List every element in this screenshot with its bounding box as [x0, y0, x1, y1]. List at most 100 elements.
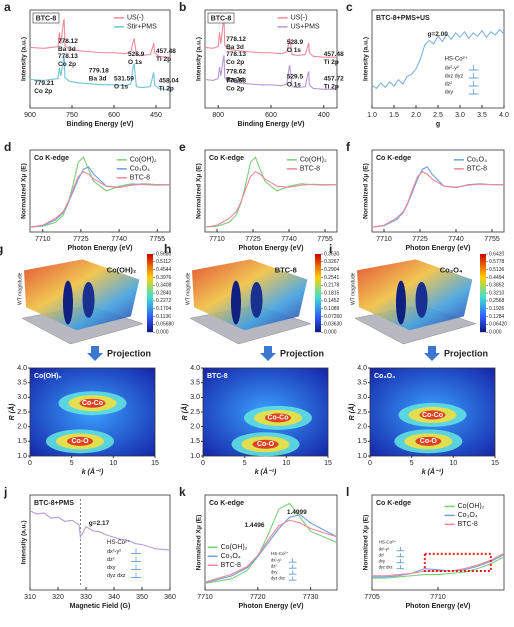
series-line	[371, 166, 504, 228]
feature-label: Co-O	[71, 438, 89, 445]
orbital-label: dyz dxz	[379, 564, 393, 569]
annotation: O 1s	[287, 81, 301, 88]
orbital-label: dz²	[107, 557, 115, 563]
plot-frame	[29, 494, 171, 591]
x-tick-label: 7705	[364, 594, 380, 601]
annotation: Ti 2p	[159, 85, 174, 92]
x-axis-label: Photon Energy (eV)	[406, 245, 471, 252]
contour-feature	[415, 436, 442, 446]
annotation: Ti 2p	[324, 59, 339, 66]
x-tick-label: 7710	[35, 236, 51, 243]
x-tick-label: 7740	[111, 236, 127, 243]
spin-label: HS-Co²⁺	[107, 539, 130, 546]
annotation: O 1s	[114, 83, 128, 90]
colorbar-tick-label: 0.2904	[324, 267, 340, 273]
plot-title: Co K-edge	[209, 500, 244, 507]
surface-well	[82, 281, 95, 318]
y-tick-label: 2.0	[357, 424, 367, 431]
y-tick-label: 4.0	[17, 365, 27, 372]
x-tick-label: 5	[70, 460, 74, 467]
legend-label: US(-)	[127, 15, 144, 22]
title-box	[32, 12, 60, 24]
plot-title: BTC-8	[211, 15, 232, 22]
y-tick-label: 1.0	[17, 453, 27, 460]
projection-arrow	[87, 346, 103, 361]
colorbar-tick-label: 0.1284	[489, 314, 505, 320]
y-axis-label: Normalized Xμ (E)	[363, 515, 370, 571]
plot-title: Co K-edge	[376, 500, 411, 507]
contour-feature	[419, 410, 446, 420]
x-tick-label: 400	[318, 112, 330, 119]
projection-arrow	[424, 346, 440, 361]
series-line	[204, 513, 338, 584]
colorbar-tick-label: 0.1926	[489, 306, 505, 312]
annotation: 1.4496	[245, 522, 265, 529]
x-axis-label: Photon Energy (eV)	[239, 245, 304, 252]
y-axis-label: Intensity (a.u.)	[21, 520, 28, 564]
x-tick-label: 7720	[250, 594, 266, 601]
series-line	[371, 28, 505, 90]
x-axis-label: k (Å⁻¹)	[255, 467, 277, 476]
y-tick-label: 2.0	[17, 424, 27, 431]
x-tick-label: 7725	[245, 236, 261, 243]
surface-well	[230, 280, 241, 325]
projection-label: Projection	[107, 348, 151, 358]
x-tick-label: 5	[410, 460, 414, 467]
annotation: O 1s	[287, 47, 301, 54]
colorbar-tick-label: 0.5680	[156, 251, 172, 257]
y-tick-label: 4.0	[190, 365, 200, 372]
annotation: g=2.17	[89, 520, 110, 527]
orbital-label: dxy	[445, 89, 454, 95]
surface	[24, 259, 140, 331]
y-tick-label: 2.5	[190, 409, 200, 416]
x-tick-label: 0	[28, 460, 32, 467]
x-tick-label: 2.0	[411, 112, 421, 119]
x-tick-label: 7755	[317, 236, 333, 243]
annotation: 778.13	[226, 51, 246, 58]
orbital-label: dyz dxz	[107, 573, 126, 579]
panel-letter: k	[179, 485, 186, 499]
colorbar	[147, 254, 153, 333]
x-tick-label: 7755	[484, 236, 500, 243]
legend-label: US(-)	[291, 15, 308, 22]
x-tick-label: 7710	[209, 236, 225, 243]
surface-well	[395, 280, 406, 325]
panel-letter: f	[346, 140, 351, 154]
y-axis-label: Intensity (a.u.)	[196, 37, 203, 81]
x-tick-label: 600	[265, 112, 277, 119]
annotation: Co 2p	[34, 88, 52, 95]
panel-letter: e	[179, 140, 186, 154]
colorbar-tick-label: 0.000	[489, 330, 502, 336]
feature-label: Co-O	[257, 441, 275, 448]
colorbar-tick-label: 0.2178	[324, 283, 340, 289]
annotation: Ba 3d	[58, 46, 76, 53]
annotation: 528.9	[128, 51, 145, 58]
y-tick-label: 2.0	[190, 424, 200, 431]
orbital-label: dxy	[271, 570, 278, 575]
series-line	[29, 56, 170, 90]
y-axis-label: R (Å)	[180, 403, 189, 420]
x-tick-label: 310	[24, 594, 36, 601]
annotation: 458.04	[159, 77, 179, 84]
title-box	[207, 12, 235, 24]
colorbar-tick-label: 0.3976	[156, 275, 172, 281]
projection-label: Projection	[444, 348, 488, 358]
annotation: 779.21	[34, 80, 54, 87]
series-line	[204, 17, 337, 58]
surface-well	[415, 281, 428, 318]
projection-arrow	[260, 346, 276, 361]
x-tick-label: 800	[212, 112, 224, 119]
colorbar-tick-label: 0.000	[324, 330, 337, 336]
panel-letter: i	[329, 242, 332, 256]
x-tick-label: 360	[164, 594, 176, 601]
plot-frame	[371, 149, 505, 233]
colorbar-tick-label: 0.1815	[324, 290, 340, 296]
contour-feature	[79, 398, 106, 408]
spin-label: HS-Co²⁺	[379, 540, 397, 545]
series-line	[204, 519, 338, 583]
x-axis-label: Binding Energy (eV)	[67, 121, 134, 128]
colorbar-tick-label: 0.6420	[489, 251, 505, 257]
legend-label: Co₃O₄	[467, 157, 487, 164]
contour-title: Co(OH)₂	[34, 373, 62, 380]
